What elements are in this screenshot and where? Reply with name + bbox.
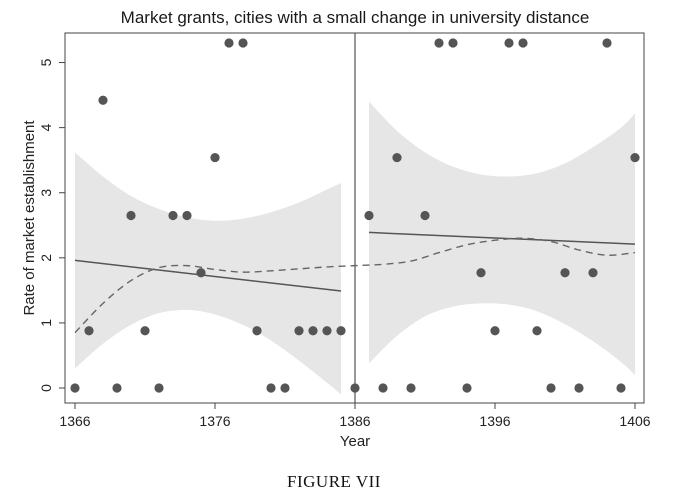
data-point-9	[182, 210, 192, 221]
y-tick-label-5: 5	[38, 58, 54, 66]
data-point-10	[196, 268, 206, 278]
data-point-11	[210, 152, 220, 163]
x-tick-label-1406: 1406	[619, 413, 650, 429]
data-point-30	[476, 268, 486, 278]
x-tick-label-1396: 1396	[479, 413, 510, 429]
data-point-21	[350, 383, 360, 393]
data-point-7	[154, 383, 164, 393]
data-point-36	[560, 268, 570, 278]
data-point-33	[518, 38, 528, 48]
data-point-3	[98, 95, 108, 105]
data-point-20	[336, 326, 346, 336]
x-tick-label-1386: 1386	[339, 413, 370, 429]
data-point-19	[322, 326, 332, 336]
data-point-28	[448, 38, 458, 48]
data-point-16	[280, 383, 290, 393]
figure-caption: FIGURE VII	[287, 472, 381, 491]
fit-line-left	[74, 259, 342, 292]
y-tick-label-2: 2	[38, 254, 54, 262]
x-tick-label-1376: 1376	[199, 413, 230, 429]
confidence-band-left	[75, 152, 341, 395]
data-point-25	[406, 383, 416, 393]
data-point-4	[112, 383, 122, 393]
data-point-18	[308, 326, 318, 336]
data-point-38	[588, 268, 598, 278]
x-axis-label: Year	[340, 433, 370, 450]
y-tick-label-0: 0	[38, 384, 54, 392]
data-point-35	[546, 383, 556, 393]
data-point-1	[70, 383, 80, 393]
data-point-39	[602, 38, 612, 48]
data-point-26	[420, 210, 430, 221]
y-tick-label-3: 3	[38, 189, 54, 197]
y-axis-label: Rate of market establishment	[21, 120, 38, 316]
data-point-6	[140, 326, 150, 336]
y-tick-label-4: 4	[38, 123, 54, 131]
data-point-27	[434, 38, 444, 48]
data-point-14	[252, 326, 262, 336]
data-point-23	[378, 383, 388, 393]
smoothed-curve	[74, 237, 636, 334]
data-point-29	[462, 383, 472, 393]
data-point-40	[616, 383, 626, 393]
data-point-15	[266, 383, 276, 393]
data-point-13	[238, 38, 248, 48]
data-point-32	[504, 38, 514, 48]
data-points	[70, 38, 640, 393]
x-tick-label-1366: 1366	[59, 413, 90, 429]
chart-title: Market grants, cities with a small chang…	[121, 8, 590, 27]
data-point-31	[490, 326, 500, 336]
data-point-8	[168, 210, 178, 221]
data-point-12	[224, 38, 234, 48]
fit-lines	[74, 33, 636, 403]
axes: 1366 1376 1386 1396 1406 0 1 2 3 4 5	[38, 58, 651, 429]
data-point-41	[630, 152, 640, 163]
y-tick-label-1: 1	[38, 319, 54, 327]
data-point-34	[532, 326, 542, 336]
data-point-22	[364, 210, 374, 221]
fit-line-right	[368, 231, 636, 245]
data-point-17	[294, 326, 304, 336]
data-point-24	[392, 152, 402, 163]
data-point-5	[126, 210, 136, 221]
data-point-2	[84, 326, 94, 336]
data-point-37	[574, 383, 584, 393]
